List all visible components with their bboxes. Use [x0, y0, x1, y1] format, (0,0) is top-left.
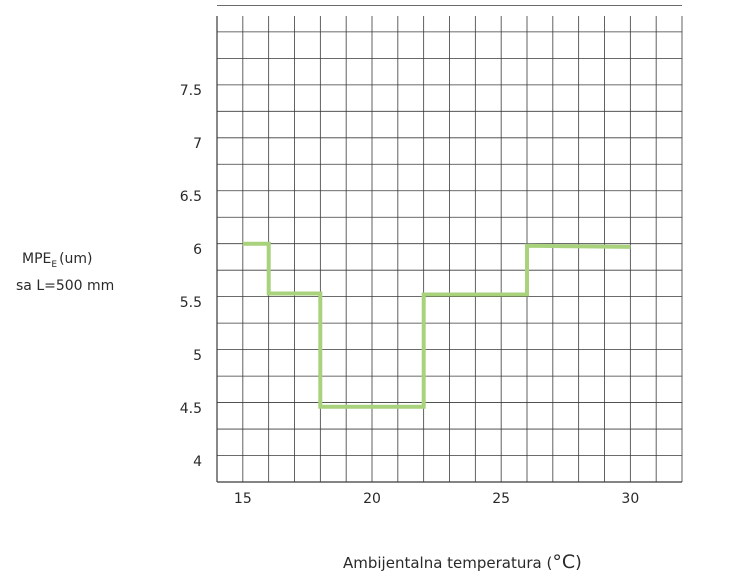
x-axis-label-close: )	[575, 553, 582, 573]
series-line	[242, 241, 631, 409]
x-axis-ticks: 15 20 25 30	[234, 491, 639, 507]
x-tick-label: 30	[621, 491, 639, 507]
y-tick-label: 7.5	[180, 83, 202, 99]
y-axis-ticks: 4 4.5 5 5.5 6 6.5 7 7.5	[180, 83, 202, 470]
x-tick-label: 25	[492, 491, 510, 507]
y-tick-label: 7	[193, 136, 202, 152]
x-axis-label-text: Ambijentalna temperatura (	[343, 554, 552, 572]
y-tick-label: 6.5	[180, 189, 202, 205]
x-tick-label: 15	[234, 491, 252, 507]
y-axis-label-line2: sa L=500 mm	[16, 278, 114, 294]
y-axis-label-subscript: E	[51, 260, 57, 270]
x-axis-label-unit: °C	[552, 551, 575, 573]
y-tick-label: 5.5	[180, 295, 202, 311]
x-axis-label: Ambijentalna temperatura (°C)	[343, 551, 582, 573]
y-axis-label-unit: (um)	[59, 251, 92, 267]
y-tick-label: 5	[193, 348, 202, 364]
y-axis-label-line1: MPEE (um)	[22, 251, 93, 270]
y-axis-label-main: MPE	[22, 251, 51, 267]
y-tick-label: 6	[193, 242, 202, 258]
grid	[216, 5, 683, 483]
y-tick-label: 4	[193, 454, 202, 470]
y-axis-label: MPEE (um) sa L=500 mm	[16, 251, 114, 294]
x-tick-label: 20	[363, 491, 381, 507]
series-layer	[242, 241, 631, 409]
y-tick-label: 4.5	[180, 401, 202, 417]
